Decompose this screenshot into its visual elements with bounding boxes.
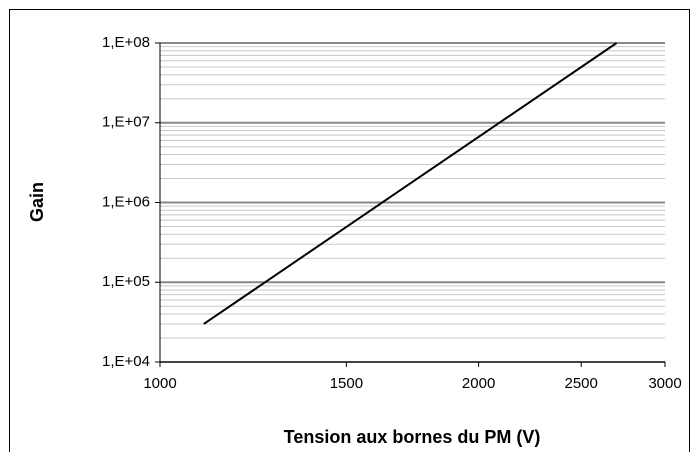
x-tick-label: 1500 [330,375,363,392]
x-axis-label: Tension aux bornes du PM (V) [284,427,541,447]
y-tick-label: 1,E+04 [102,353,150,370]
x-tick-label: 2000 [462,375,495,392]
chart-frame [9,9,690,452]
x-tick-label: 1000 [143,375,176,392]
y-tick-label: 1,E+05 [102,273,150,290]
line [203,42,618,325]
y-tick-label: 1,E+06 [102,193,150,210]
x-tick-label: 2500 [565,375,598,392]
y-tick-label: 1,E+07 [102,114,150,131]
y-axis-label: Gain [27,182,47,222]
y-tick-label: 1,E+08 [102,34,150,51]
x-tick-label: 3000 [648,375,681,392]
